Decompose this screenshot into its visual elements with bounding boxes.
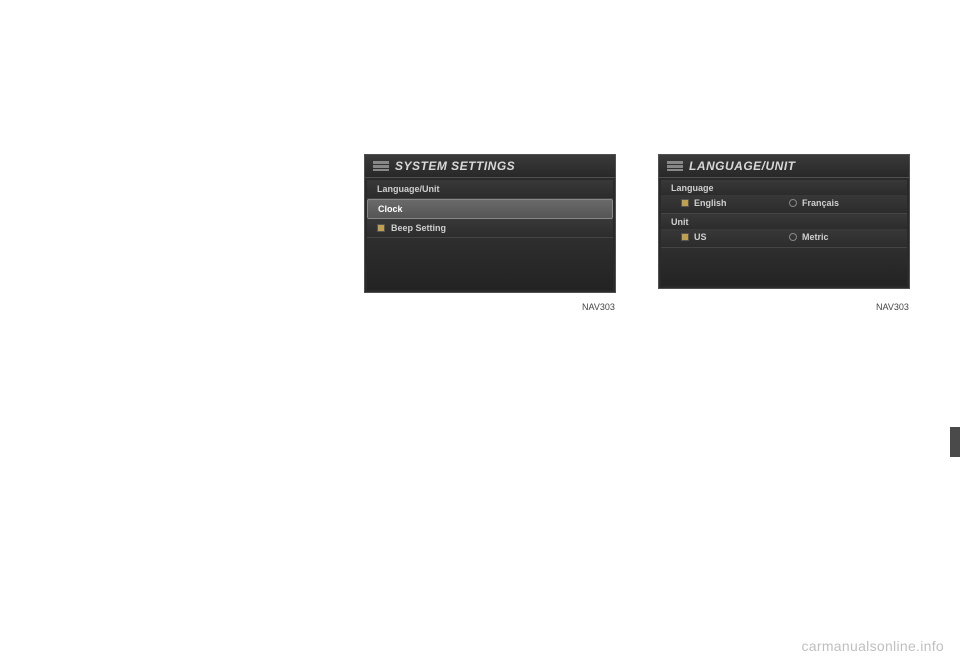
nav-id-label: NAV303 [582, 302, 615, 312]
panel-title: LANGUAGE/UNIT [689, 159, 796, 173]
menu-item-beep-setting[interactable]: Beep Setting [367, 219, 613, 238]
option-english[interactable]: English [681, 198, 789, 208]
panel-body: Language/Unit Clock Beep Setting [365, 178, 615, 292]
menu-item-label: Beep Setting [391, 223, 446, 233]
language-unit-panel: LANGUAGE/UNIT Language English Français … [658, 154, 910, 289]
system-settings-panel: SYSTEM SETTINGS Language/Unit Clock Beep… [364, 154, 616, 293]
panel-header: SYSTEM SETTINGS [365, 155, 615, 178]
group-label-unit: Unit [661, 214, 907, 229]
option-label: US [694, 232, 707, 242]
option-francais[interactable]: Français [789, 198, 897, 208]
panel-empty-area [367, 238, 613, 290]
radio-empty-icon [789, 199, 797, 207]
menu-item-language-unit[interactable]: Language/Unit [367, 180, 613, 199]
panel-body: Language English Français Unit US Metric [659, 178, 909, 288]
check-icon [377, 224, 385, 232]
group-label-language: Language [661, 180, 907, 195]
page-side-tab [950, 427, 960, 457]
option-label: Metric [802, 232, 829, 242]
radio-empty-icon [789, 233, 797, 241]
radio-selected-icon [681, 199, 689, 207]
option-row-unit: US Metric [661, 229, 907, 248]
settings-icon [667, 160, 683, 172]
nav-id-label: NAV303 [876, 302, 909, 312]
option-metric[interactable]: Metric [789, 232, 897, 242]
option-row-language: English Français [661, 195, 907, 214]
panel-header: LANGUAGE/UNIT [659, 155, 909, 178]
option-us[interactable]: US [681, 232, 789, 242]
panel-title: SYSTEM SETTINGS [395, 159, 515, 173]
option-label: English [694, 198, 727, 208]
panel-empty-area [661, 248, 907, 286]
radio-selected-icon [681, 233, 689, 241]
settings-icon [373, 160, 389, 172]
option-label: Français [802, 198, 839, 208]
menu-item-clock[interactable]: Clock [367, 199, 613, 219]
watermark: carmanualsonline.info [802, 638, 945, 654]
